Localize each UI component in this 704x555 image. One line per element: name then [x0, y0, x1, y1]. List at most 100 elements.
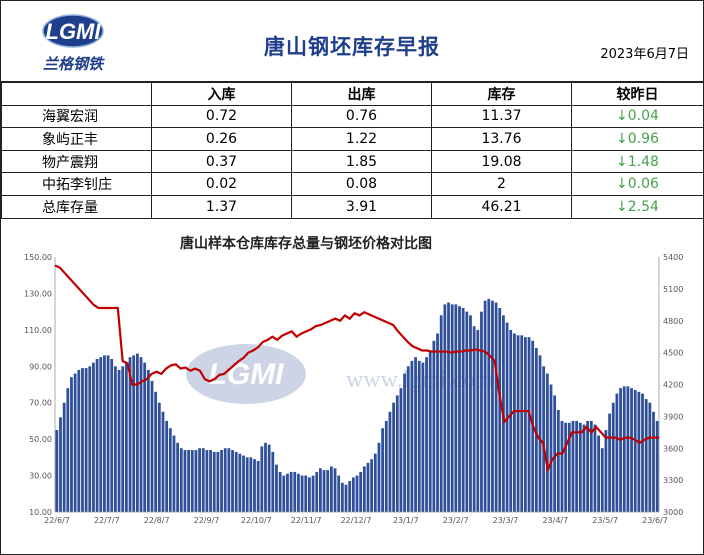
right-axis-ticks: 3000 3300 3600 3900 4200 4500 4800 5100 5400	[663, 253, 683, 517]
inventory-bar	[410, 360, 414, 512]
page-title: 唐山钢坯库存早报	[264, 35, 440, 59]
x-axis-tick-label: 23/3/7	[493, 516, 519, 525]
inventory-bar	[425, 357, 428, 512]
x-axis-tick-label: 23/2/7	[443, 516, 469, 525]
inventory-bar	[611, 402, 615, 512]
inventory-bar	[70, 377, 73, 512]
left-axis-tick-label: 50.00	[29, 435, 52, 444]
inventory-bar	[212, 451, 216, 512]
inventory-bar	[84, 368, 88, 512]
inventory-bar	[227, 448, 231, 512]
inventory-bar	[641, 393, 644, 512]
inventory-bar	[59, 417, 62, 512]
inventory-bar	[209, 450, 212, 512]
inventory-bar	[549, 384, 553, 512]
inventory-bar	[300, 475, 304, 512]
inventory-bar	[362, 466, 366, 512]
inventory-bar	[582, 424, 586, 512]
inventory-bar	[652, 411, 655, 512]
table-row: 象屿正丰 0.26 1.22 13.76 ↓0.96	[1, 127, 704, 151]
inventory-bar	[450, 304, 454, 512]
right-axis-tick-label: 3900	[663, 412, 683, 421]
inventory-bar	[234, 451, 238, 512]
inventory-bar	[308, 477, 311, 512]
inbound-value: 0.72	[151, 104, 292, 129]
inventory-bar	[293, 471, 297, 512]
inventory-bar	[271, 451, 275, 512]
warehouse-name: 象屿正丰	[1, 127, 152, 151]
inventory-bar	[278, 471, 282, 512]
inventory-bar	[370, 459, 374, 512]
inventory-bar	[564, 422, 568, 512]
inventory-bar	[77, 369, 81, 512]
inventory-bar	[513, 333, 516, 512]
column-header	[1, 82, 152, 106]
inventory-bar	[597, 435, 600, 512]
inventory-bar	[124, 362, 128, 512]
warehouse-name: 物产震翔	[1, 149, 152, 174]
change-value: ↓0.06	[571, 172, 704, 196]
chart-axes	[54, 257, 660, 513]
left-axis-tick-label: 10.00	[29, 508, 52, 517]
inventory-bar	[304, 475, 308, 512]
inventory-bar	[337, 475, 341, 512]
inventory-bar	[454, 304, 458, 512]
column-header: 库存	[431, 82, 572, 106]
left-axis-ticks: 10.00 30.00 50.00 70.00 90.00 110.00 130.00 150…	[24, 253, 52, 517]
inventory-bar	[432, 340, 436, 512]
x-axis-tick-label: 22/12/7	[341, 516, 372, 525]
stock-value: 19.08	[431, 149, 572, 174]
inventory-bar	[366, 462, 370, 512]
inventory-bar	[373, 453, 377, 512]
inventory-bar	[406, 366, 410, 512]
inventory-bar	[392, 402, 395, 512]
x-axis-tick-label: 22/8/7	[144, 516, 170, 525]
right-axis-tick-label: 5100	[663, 285, 683, 294]
x-axis-tick-label: 22/7/7	[94, 516, 120, 525]
stock-value: 2	[431, 172, 572, 196]
x-axis-tick-label: 23/6/7	[642, 516, 668, 525]
outbound-value: 0.08	[291, 172, 432, 196]
inventory-bar	[626, 386, 630, 512]
inventory-bar	[377, 442, 381, 512]
left-axis-tick-label: 150.00	[24, 253, 52, 262]
inventory-bar	[589, 420, 593, 512]
inventory-bar	[560, 420, 564, 512]
inventory-bar	[619, 388, 622, 512]
inventory-bar	[201, 448, 205, 512]
inventory-bar	[469, 315, 472, 512]
x-axis-tick-label: 22/9/7	[194, 516, 220, 525]
inventory-bar	[600, 448, 604, 512]
inventory-bar	[256, 461, 260, 512]
inbound-value: 0.26	[151, 127, 292, 151]
inventory-bar	[542, 366, 546, 512]
warehouse-name: 中拓李钊庄	[1, 172, 152, 196]
change-value: ↓0.96	[571, 127, 704, 151]
stock-value: 13.76	[431, 127, 572, 151]
inventory-bar	[146, 369, 150, 512]
inventory-bar	[516, 335, 520, 512]
x-axis-ticks: 22/6/7 22/7/7 22/8/7 22/9/7 22/10/7 22/11/7 22…	[44, 516, 668, 525]
inventory-bar	[103, 355, 106, 512]
inventory-bar	[494, 302, 498, 512]
inventory-bar	[480, 311, 483, 512]
right-axis-tick-label: 3000	[663, 508, 683, 517]
inventory-bar	[286, 473, 289, 512]
inventory-bar	[190, 450, 194, 512]
inventory-bar	[114, 366, 117, 512]
inventory-bar	[264, 442, 267, 512]
right-axis-tick-label: 4200	[663, 381, 683, 390]
right-axis-tick-label: 4500	[663, 349, 683, 358]
inventory-bar	[260, 446, 264, 512]
inventory-bar	[132, 355, 136, 512]
inbound-value: 0.02	[151, 172, 292, 196]
table-header-row: 入库 出库 库存 较昨日	[1, 82, 704, 106]
lgmi-logo: LGMI 兰格钢铁	[29, 9, 129, 75]
table-row: 物产震翔 0.37 1.85 19.08 ↓1.48	[1, 149, 704, 174]
inventory-bar	[198, 448, 201, 512]
inventory-bar	[194, 450, 198, 512]
inventory-bar	[487, 298, 491, 512]
inventory-bar	[553, 395, 557, 512]
inventory-bar	[187, 450, 190, 512]
inventory-bar	[567, 422, 571, 512]
